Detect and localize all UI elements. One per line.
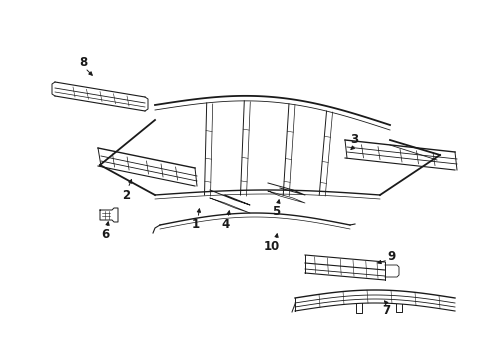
Text: 3: 3: [349, 132, 357, 145]
Text: 5: 5: [271, 204, 280, 217]
Text: 6: 6: [101, 228, 109, 240]
Text: 10: 10: [264, 240, 280, 253]
Text: 9: 9: [387, 251, 395, 264]
Text: 1: 1: [192, 217, 200, 230]
Text: 2: 2: [122, 189, 130, 202]
Text: 8: 8: [79, 55, 87, 68]
Text: 4: 4: [222, 217, 230, 230]
Text: 7: 7: [381, 305, 389, 318]
